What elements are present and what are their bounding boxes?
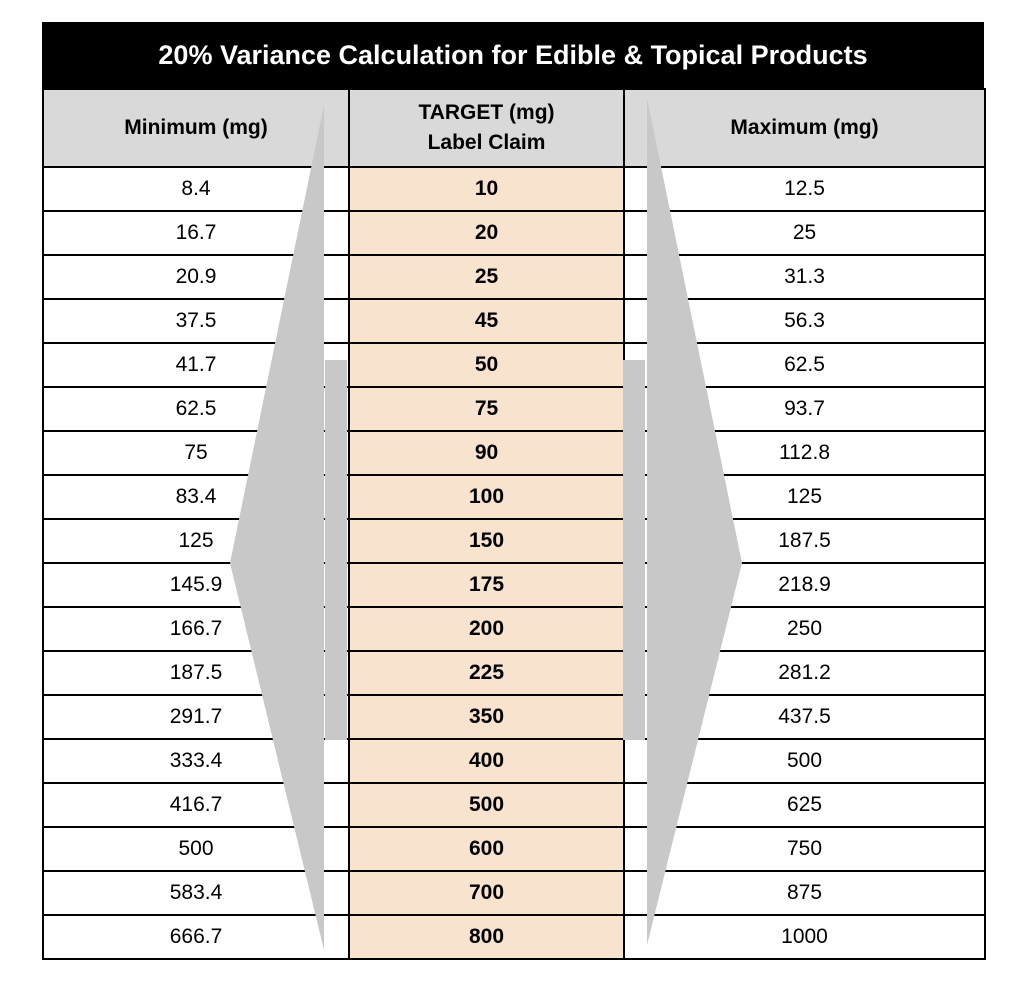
table-row: 666.7 800 1000: [42, 914, 986, 960]
table-row: 166.7 200 250: [42, 606, 986, 652]
table-area: Minimum (mg) TARGET (mg) Label Claim Max…: [42, 88, 986, 960]
target-cell: 45: [348, 298, 625, 344]
target-cell: 400: [348, 738, 625, 784]
min-cell: 500: [42, 826, 350, 872]
max-cell: 187.5: [623, 518, 986, 564]
max-cell: 281.2: [623, 650, 986, 696]
header-target-line2: Label Claim: [427, 131, 546, 154]
max-cell: 625: [623, 782, 986, 828]
target-cell: 700: [348, 870, 625, 916]
target-cell: 20: [348, 210, 625, 256]
min-cell: 62.5: [42, 386, 350, 432]
min-cell: 333.4: [42, 738, 350, 784]
header-maximum: Maximum (mg): [623, 88, 986, 168]
target-cell: 50: [348, 342, 625, 388]
target-cell: 200: [348, 606, 625, 652]
min-cell: 145.9: [42, 562, 350, 608]
min-cell: 20.9: [42, 254, 350, 300]
max-cell: 250: [623, 606, 986, 652]
table-row: 500 600 750: [42, 826, 986, 872]
target-cell: 800: [348, 914, 625, 960]
min-cell: 125: [42, 518, 350, 564]
min-cell: 16.7: [42, 210, 350, 256]
min-cell: 8.4: [42, 166, 350, 212]
table-row: 75 90 112.8: [42, 430, 986, 476]
variance-table: Minimum (mg) TARGET (mg) Label Claim Max…: [42, 88, 986, 960]
header-minimum: Minimum (mg): [42, 88, 350, 168]
max-cell: 125: [623, 474, 986, 520]
max-cell: 875: [623, 870, 986, 916]
table-row: 37.5 45 56.3: [42, 298, 986, 344]
table-row: 62.5 75 93.7: [42, 386, 986, 432]
header-row: Minimum (mg) TARGET (mg) Label Claim Max…: [42, 88, 986, 168]
target-cell: 25: [348, 254, 625, 300]
min-cell: 416.7: [42, 782, 350, 828]
table-row: 583.4 700 875: [42, 870, 986, 916]
target-cell: 350: [348, 694, 625, 740]
min-cell: 41.7: [42, 342, 350, 388]
max-cell: 1000: [623, 914, 986, 960]
min-cell: 83.4: [42, 474, 350, 520]
max-cell: 112.8: [623, 430, 986, 476]
header-target-line1: TARGET (mg): [418, 100, 555, 124]
target-cell: 500: [348, 782, 625, 828]
table-title: 20% Variance Calculation for Edible & To…: [42, 22, 984, 88]
table-row: 16.7 20 25: [42, 210, 986, 256]
table-row: 291.7 350 437.5: [42, 694, 986, 740]
max-cell: 62.5: [623, 342, 986, 388]
table-row: 20.9 25 31.3: [42, 254, 986, 300]
min-cell: 583.4: [42, 870, 350, 916]
table-row: 41.7 50 62.5: [42, 342, 986, 388]
target-cell: 90: [348, 430, 625, 476]
max-cell: 93.7: [623, 386, 986, 432]
max-cell: 31.3: [623, 254, 986, 300]
target-cell: 75: [348, 386, 625, 432]
table-row: 333.4 400 500: [42, 738, 986, 784]
max-cell: 218.9: [623, 562, 986, 608]
min-cell: 75: [42, 430, 350, 476]
max-cell: 750: [623, 826, 986, 872]
min-cell: 291.7: [42, 694, 350, 740]
table-row: 416.7 500 625: [42, 782, 986, 828]
max-cell: 25: [623, 210, 986, 256]
target-cell: 600: [348, 826, 625, 872]
min-cell: 187.5: [42, 650, 350, 696]
target-cell: 150: [348, 518, 625, 564]
min-cell: 37.5: [42, 298, 350, 344]
max-cell: 500: [623, 738, 986, 784]
table-row: 145.9 175 218.9: [42, 562, 986, 608]
target-cell: 225: [348, 650, 625, 696]
max-cell: 437.5: [623, 694, 986, 740]
variance-table-container: 20% Variance Calculation for Edible & To…: [42, 22, 986, 960]
target-cell: 10: [348, 166, 625, 212]
table-row: 8.4 10 12.5: [42, 166, 986, 212]
target-cell: 100: [348, 474, 625, 520]
header-target: TARGET (mg) Label Claim: [348, 88, 625, 168]
max-cell: 56.3: [623, 298, 986, 344]
table-row: 83.4 100 125: [42, 474, 986, 520]
target-cell: 175: [348, 562, 625, 608]
max-cell: 12.5: [623, 166, 986, 212]
min-cell: 166.7: [42, 606, 350, 652]
table-row: 187.5 225 281.2: [42, 650, 986, 696]
table-row: 125 150 187.5: [42, 518, 986, 564]
min-cell: 666.7: [42, 914, 350, 960]
